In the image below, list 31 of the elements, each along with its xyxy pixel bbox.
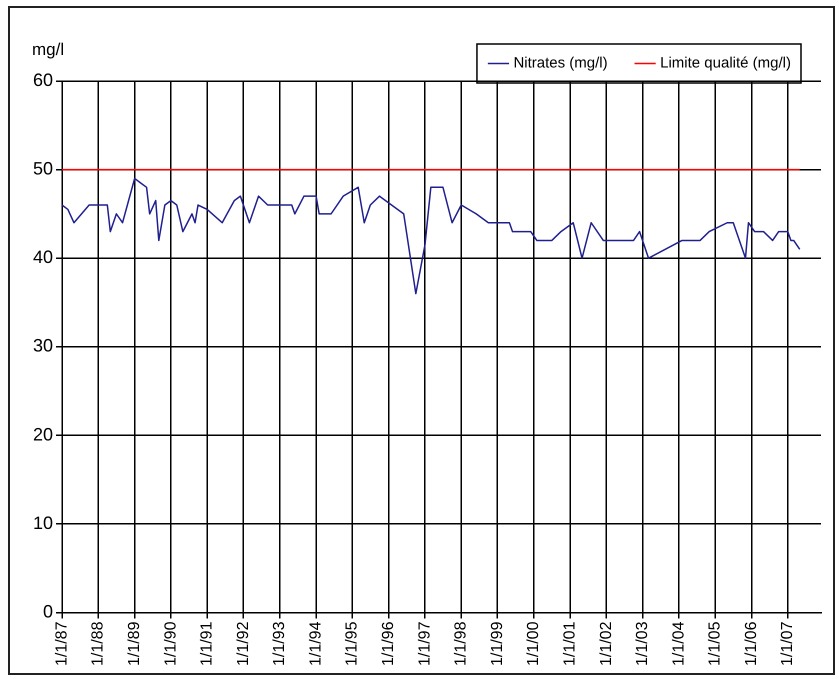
x-tick-label: 1/1/07 xyxy=(779,621,796,666)
y-tick-label: 10 xyxy=(32,512,54,533)
legend-label: Limite qualité (mg/l) xyxy=(660,54,792,72)
x-tick-label: 1/1/04 xyxy=(670,621,688,666)
x-tick-label: 1/1/91 xyxy=(198,621,216,666)
x-tick-label: 1/1/88 xyxy=(90,621,107,666)
y-axis-title: mg/l xyxy=(32,40,64,60)
x-tick-label: 1/1/98 xyxy=(452,621,470,666)
y-tick-label: 30 xyxy=(32,336,54,356)
x-tick-label: 1/1/99 xyxy=(488,621,506,666)
x-tick-label: 1/1/06 xyxy=(742,621,760,666)
x-tick-label: 1/1/05 xyxy=(706,621,724,666)
x-tick-label: 1/1/90 xyxy=(162,621,180,666)
y-tick-label: 50 xyxy=(32,158,54,179)
x-tick-label: 1/1/87 xyxy=(53,621,70,666)
x-tick-label: 1/1/97 xyxy=(416,621,434,666)
x-tick-label: 1/1/02 xyxy=(598,621,615,666)
y-tick-label: 60 xyxy=(32,70,54,90)
x-tick-label: 1/1/95 xyxy=(344,621,361,666)
x-tick-label: 1/1/92 xyxy=(234,621,252,666)
x-tick-label: 1/1/89 xyxy=(126,621,144,666)
y-tick-label: 40 xyxy=(32,247,54,268)
legend-label: Nitrates (mg/l) xyxy=(513,54,608,72)
x-tick-label: 1/1/94 xyxy=(307,621,324,666)
x-tick-label: 1/1/00 xyxy=(525,621,542,666)
x-tick-label: 1/1/01 xyxy=(562,621,579,666)
x-tick-label: 1/1/93 xyxy=(271,621,288,666)
x-tick-label: 1/1/03 xyxy=(634,621,652,666)
x-tick-label: 1/1/96 xyxy=(380,621,398,666)
y-tick-label: 0 xyxy=(43,601,54,622)
y-tick-label: 20 xyxy=(32,424,54,444)
